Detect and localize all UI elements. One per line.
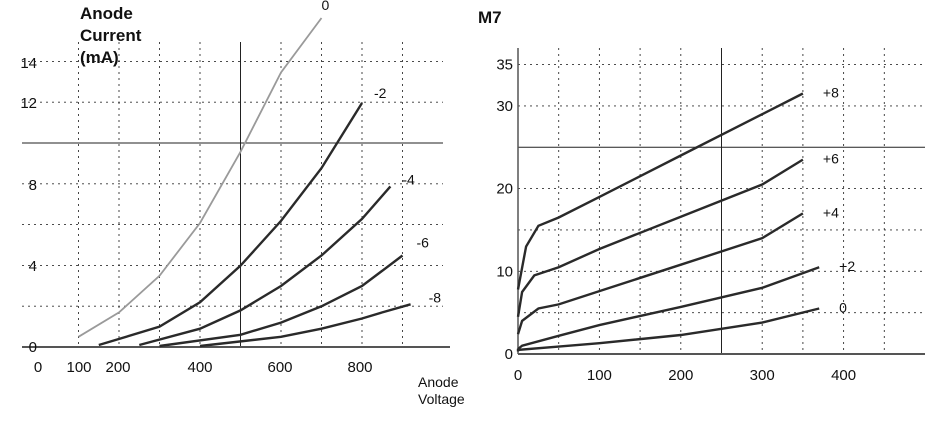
left-curve-label: 0	[322, 0, 330, 13]
left-curve-label: -6	[417, 235, 430, 251]
right-x-tick-label: 400	[831, 367, 856, 384]
left-y-axis-label-line1: Anode	[80, 4, 133, 23]
left-curve--2	[98, 102, 364, 347]
right-y-tick-label: 10	[496, 263, 513, 280]
right-x-tick-label: 100	[587, 367, 612, 384]
left-curve-0	[78, 17, 323, 338]
left-curve-label: -4	[402, 171, 415, 187]
left-x-tick-label: 0	[34, 359, 42, 376]
right-x-tick-label: 300	[750, 367, 775, 384]
left-x-tick-label: 600	[267, 359, 292, 376]
left-y-tick-label: 0	[29, 339, 37, 356]
right-curve-label: +8	[823, 84, 839, 100]
left-x-axis-label-line2: Voltage	[418, 391, 465, 407]
left-y-tick-label: 4	[29, 258, 37, 275]
right-curve-label: +2	[839, 258, 855, 274]
left-y-axis-label-line3: (mA)	[80, 48, 119, 67]
right-curve-label: +6	[823, 151, 839, 167]
right-curve-label: +4	[823, 204, 839, 220]
right-curve-+6	[516, 158, 804, 317]
left-y-axis-label-line2: Current	[80, 26, 142, 45]
right-curve-+4	[516, 212, 804, 335]
right-y-tick-label: 20	[496, 181, 513, 198]
right-curve-+8	[516, 92, 804, 290]
left-curve--6	[159, 254, 404, 348]
right-x-tick-label: 200	[668, 367, 693, 384]
left-chart-anode-characteristics: 0 100 200 400 600 800 0 4 8 12 14 0 -2 -4 -6 -8	[20, 0, 450, 376]
right-x-tick-label: 0	[514, 367, 522, 384]
left-x-tick-label: 200	[105, 359, 130, 376]
right-y-tick-label: 35	[496, 57, 513, 74]
right-curve-0	[516, 307, 820, 352]
left-x-axis-label-line1: Anode	[418, 374, 459, 390]
left-x-tick-label: 800	[347, 359, 372, 376]
left-curve--8	[199, 303, 411, 348]
right-curve-label: 0	[839, 300, 847, 316]
right-y-tick-label: 30	[496, 98, 513, 115]
left-y-tick-label: 12	[20, 95, 37, 112]
right-chart-m7: 0 100 200 300 400 0 10 20 30 35 +8 +6 +4 +2 0	[496, 48, 925, 384]
left-y-tick-label: 8	[29, 177, 37, 194]
left-curve-label: -2	[374, 85, 387, 101]
left-x-tick-label: 100	[66, 359, 91, 376]
right-chart-title: M7	[478, 8, 502, 27]
right-y-tick-label: 0	[505, 346, 513, 363]
left-curve-label: -8	[429, 289, 442, 305]
left-curve--4	[138, 185, 392, 347]
right-curve-+2	[517, 266, 820, 350]
left-x-tick-label: 400	[187, 359, 212, 376]
left-y-tick-label: 14	[20, 55, 37, 72]
